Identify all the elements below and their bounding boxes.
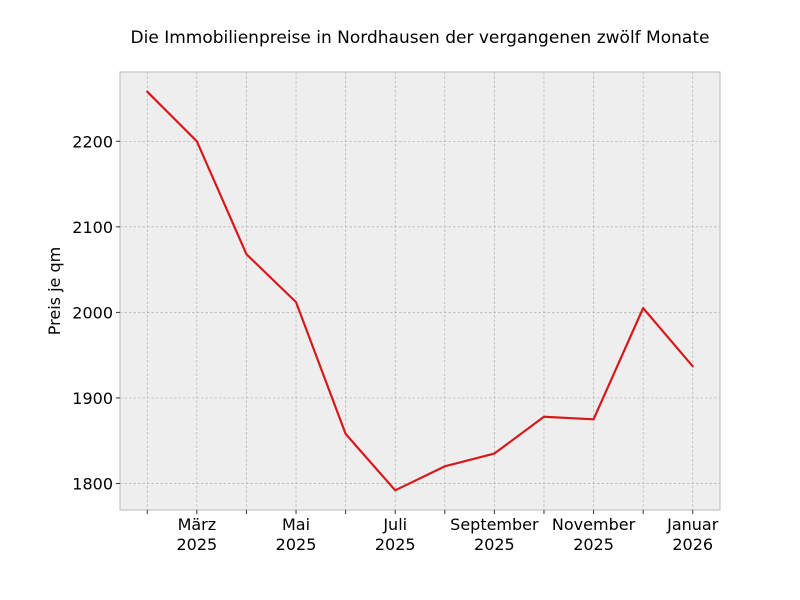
y-axis-label: Preis je qm xyxy=(45,247,64,335)
y-tick-label: 1900 xyxy=(72,389,113,408)
y-tick-labels: 1800 1900 2000 2100 2200 xyxy=(72,132,113,493)
x-tick-label: März 2025 xyxy=(177,515,218,554)
x-tick-label: Juli 2025 xyxy=(375,515,416,554)
series-layer xyxy=(146,90,694,492)
y-tick-label: 2200 xyxy=(72,132,113,151)
chart-title: Die Immobilienpreise in Nordhausen der v… xyxy=(131,28,710,48)
x-tick-labels: März 2025 Mai 2025 Juli 2025 September 2025 Nove… xyxy=(177,515,719,554)
y-tick-label: 2100 xyxy=(72,218,113,237)
x-tick-label: Januar 2026 xyxy=(666,515,719,554)
plot-area xyxy=(120,72,720,510)
ticks xyxy=(116,140,694,514)
plot-frame xyxy=(119,71,721,511)
y-tick-label: 1800 xyxy=(72,474,113,493)
x-tick-label: November 2025 xyxy=(552,515,636,554)
x-tick-label: Mai 2025 xyxy=(276,515,317,554)
grid xyxy=(120,72,720,510)
y-tick-label: 2000 xyxy=(72,303,113,322)
x-tick-label: September 2025 xyxy=(450,515,539,554)
series-line xyxy=(146,90,694,492)
